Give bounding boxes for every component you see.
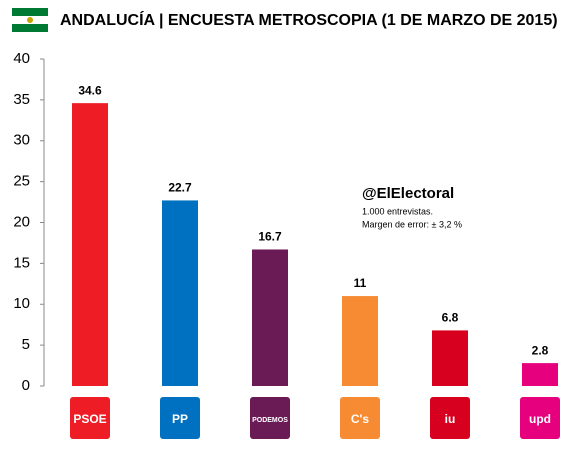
value-label: 22.7: [168, 181, 192, 195]
party-logo: [160, 397, 200, 439]
y-tick-label: 5: [22, 336, 30, 353]
party-logo: [70, 397, 110, 439]
bar: [432, 330, 468, 386]
bar: [252, 249, 288, 386]
bar: [72, 103, 108, 387]
x-tick-label: C's: [351, 412, 370, 426]
y-tick-label: 30: [13, 132, 30, 149]
y-tick-label: 35: [13, 91, 30, 108]
y-tick-label: 20: [13, 213, 30, 230]
value-label: 2.8: [532, 343, 549, 357]
party-logo: [430, 397, 470, 439]
bar: [342, 296, 378, 386]
x-tick-label: upd: [529, 412, 551, 426]
party-logo: [520, 397, 560, 439]
bar: [522, 363, 558, 386]
value-label: 6.8: [442, 311, 459, 325]
annotation: @ElElectoral: [362, 185, 454, 202]
bar: [162, 200, 198, 386]
value-label: 34.6: [78, 83, 102, 97]
value-label: 11: [354, 276, 367, 290]
chart-title: ANDALUCÍA | ENCUESTA METROSCOPIA (1 DE M…: [60, 10, 558, 29]
y-tick-label: 10: [13, 295, 30, 312]
x-tick-label: PODEMOS: [252, 417, 288, 424]
annotation: 1.000 entrevistas.: [362, 206, 433, 216]
x-tick-label: PSOE: [73, 412, 106, 426]
value-label: 16.7: [258, 230, 282, 244]
x-tick-label: iu: [445, 412, 456, 426]
x-tick-label: PP: [172, 412, 188, 426]
flag: [12, 8, 48, 32]
y-tick-label: 40: [13, 50, 30, 67]
y-tick-label: 25: [13, 173, 30, 190]
y-tick-label: 0: [22, 377, 30, 394]
party-logo: [250, 397, 290, 439]
y-tick-label: 15: [13, 254, 30, 271]
party-logo: [340, 397, 380, 439]
annotation: Margen de error: ± 3,2 %: [362, 219, 462, 229]
